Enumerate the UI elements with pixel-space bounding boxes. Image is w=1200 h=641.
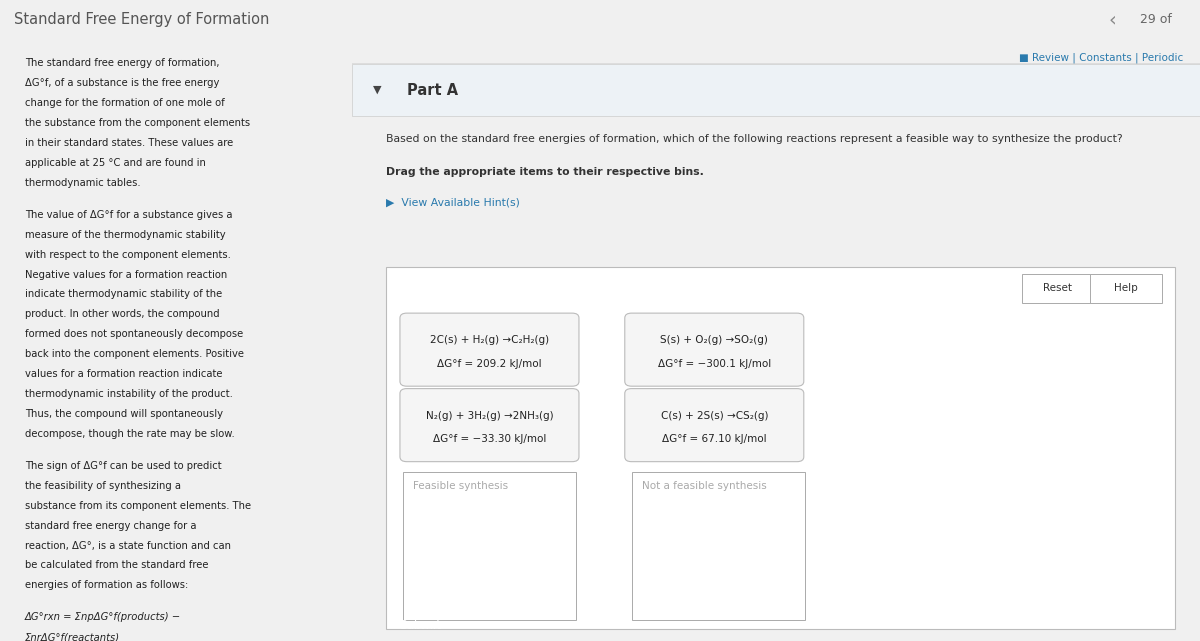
Text: ΔG°f = 67.10 kJ/mol: ΔG°f = 67.10 kJ/mol (662, 434, 767, 444)
Text: ΣnrΔG°f(reactants): ΣnrΔG°f(reactants) (25, 632, 120, 641)
Text: applicable at 25 °C and are found in: applicable at 25 °C and are found in (25, 158, 205, 168)
Text: Based on the standard free energies of formation, which of the following reactio: Based on the standard free energies of f… (385, 134, 1122, 144)
Text: Help: Help (1114, 283, 1138, 294)
Text: The value of ΔG°f for a substance gives a: The value of ΔG°f for a substance gives … (25, 210, 232, 220)
Text: the substance from the component elements: the substance from the component element… (25, 118, 250, 128)
Text: be calculated from the standard free: be calculated from the standard free (25, 560, 208, 570)
Text: ▶  View Available Hint(s): ▶ View Available Hint(s) (385, 197, 520, 207)
Text: S(s) + O₂(g) →SO₂(g): S(s) + O₂(g) →SO₂(g) (660, 335, 768, 345)
Text: C(s) + 2S(s) →CS₂(g): C(s) + 2S(s) →CS₂(g) (660, 411, 768, 420)
Text: energies of formation as follows:: energies of formation as follows: (25, 580, 188, 590)
Text: ΔG°f, of a substance is the free energy: ΔG°f, of a substance is the free energy (25, 78, 218, 88)
Text: thermodynamic instability of the product.: thermodynamic instability of the product… (25, 389, 233, 399)
Text: change for the formation of one mole of: change for the formation of one mole of (25, 98, 224, 108)
Text: thermodynamic tables.: thermodynamic tables. (25, 178, 140, 188)
Text: 2C(s) + H₂(g) →C₂H₂(g): 2C(s) + H₂(g) →C₂H₂(g) (430, 335, 550, 345)
Text: ΔG°f = −300.1 kJ/mol: ΔG°f = −300.1 kJ/mol (658, 358, 770, 369)
Text: Thus, the compound will spontaneously: Thus, the compound will spontaneously (25, 409, 223, 419)
Bar (352, 64, 1200, 115)
Text: ΔG°f = 209.2 kJ/mol: ΔG°f = 209.2 kJ/mol (437, 358, 541, 369)
Text: substance from its component elements. The: substance from its component elements. T… (25, 501, 251, 511)
FancyBboxPatch shape (1090, 274, 1162, 303)
Text: Submit: Submit (400, 619, 442, 632)
Text: with respect to the component elements.: with respect to the component elements. (25, 249, 230, 260)
Text: standard free energy change for a: standard free energy change for a (25, 520, 196, 531)
Text: measure of the thermodynamic stability: measure of the thermodynamic stability (25, 229, 226, 240)
FancyBboxPatch shape (400, 313, 578, 386)
Text: the feasibility of synthesizing a: the feasibility of synthesizing a (25, 481, 181, 491)
Text: ‹: ‹ (1109, 10, 1116, 29)
Text: in their standard states. These values are: in their standard states. These values a… (25, 138, 233, 148)
Bar (385, 267, 1175, 629)
Text: N₂(g) + 3H₂(g) →2NH₃(g): N₂(g) + 3H₂(g) →2NH₃(g) (426, 411, 553, 420)
Text: The standard free energy of formation,: The standard free energy of formation, (25, 58, 220, 69)
Text: decompose, though the rate may be slow.: decompose, though the rate may be slow. (25, 429, 234, 439)
Text: Feasible synthesis: Feasible synthesis (413, 481, 508, 491)
Text: back into the component elements. Positive: back into the component elements. Positi… (25, 349, 244, 359)
Text: Standard Free Energy of Formation: Standard Free Energy of Formation (14, 12, 270, 27)
Text: ΔG°f = −33.30 kJ/mol: ΔG°f = −33.30 kJ/mol (433, 434, 546, 444)
Text: indicate thermodynamic stability of the: indicate thermodynamic stability of the (25, 290, 222, 299)
Text: Reset: Reset (1043, 283, 1073, 294)
Text: ΔG°rxn = ΣnpΔG°f(products) −: ΔG°rxn = ΣnpΔG°f(products) − (25, 612, 181, 622)
Text: ■ Review | Constants | Periodic: ■ Review | Constants | Periodic (1019, 53, 1183, 63)
Text: values for a formation reaction indicate: values for a formation reaction indicate (25, 369, 222, 379)
Text: Drag the appropriate items to their respective bins.: Drag the appropriate items to their resp… (385, 167, 703, 177)
Text: ▼: ▼ (373, 85, 382, 95)
Text: Part A: Part A (407, 83, 458, 97)
FancyBboxPatch shape (625, 313, 804, 386)
Text: 29 of: 29 of (1140, 13, 1172, 26)
FancyBboxPatch shape (1022, 274, 1094, 303)
Text: reaction, ΔG°, is a state function and can: reaction, ΔG°, is a state function and c… (25, 540, 230, 551)
FancyBboxPatch shape (400, 388, 578, 462)
Bar (402, 472, 576, 620)
Text: Negative values for a formation reaction: Negative values for a formation reaction (25, 269, 227, 279)
Text: formed does not spontaneously decompose: formed does not spontaneously decompose (25, 329, 242, 339)
Text: The sign of ΔG°f can be used to predict: The sign of ΔG°f can be used to predict (25, 461, 221, 471)
Text: product. In other words, the compound: product. In other words, the compound (25, 310, 220, 319)
Text: Not a feasible synthesis: Not a feasible synthesis (642, 481, 767, 491)
FancyBboxPatch shape (625, 388, 804, 462)
Bar (352, 63, 1200, 64)
Bar (631, 472, 805, 620)
